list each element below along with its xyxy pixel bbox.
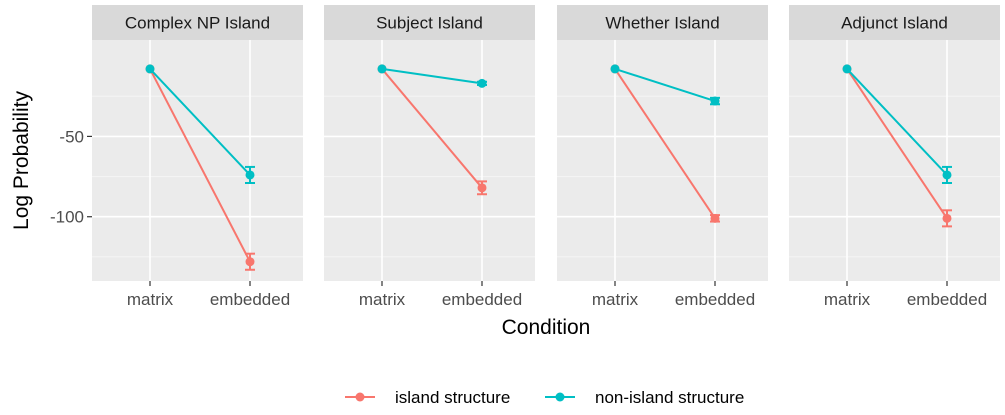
series-line: [614, 68, 716, 219]
x-tick-label: matrix: [359, 290, 406, 309]
x-tick-label: embedded: [442, 290, 522, 309]
x-tick-label: matrix: [824, 290, 871, 309]
data-point: [610, 64, 620, 74]
series-line: [846, 68, 948, 219]
legend-label: island structure: [395, 388, 510, 407]
panel-1: Complex NP Island matrix embedded: [92, 5, 303, 309]
panel-background: [557, 40, 768, 281]
x-tick-label: matrix: [592, 290, 639, 309]
series-line: [614, 67, 716, 103]
x-tick-label: embedded: [675, 290, 755, 309]
series-line: [381, 68, 483, 189]
panel-title: Complex NP Island: [125, 14, 270, 33]
legend-item: non-island structure: [545, 388, 744, 407]
data-point: [710, 96, 720, 106]
y-axis: -50 -100: [50, 127, 92, 227]
panel-4: Adjunct Island matrix embedded: [789, 5, 1000, 309]
panel-background: [789, 40, 1000, 281]
legend-key-point: [555, 392, 565, 402]
panel-2: Subject Island matrix embedded: [324, 5, 535, 309]
data-point: [942, 170, 952, 180]
panel-strip: [324, 5, 535, 40]
panel-strip: [789, 5, 1000, 40]
data-point: [477, 183, 487, 193]
legend: island structure non-island structure: [345, 388, 744, 407]
legend-label: non-island structure: [595, 388, 744, 407]
legend-key-point: [355, 392, 365, 402]
data-point: [942, 213, 952, 223]
data-point: [842, 64, 852, 74]
legend-item: island structure: [345, 388, 510, 407]
data-point: [245, 170, 255, 180]
data-point: [710, 213, 720, 223]
panel-title: Subject Island: [376, 14, 483, 33]
data-point: [145, 64, 155, 74]
data-point: [477, 78, 487, 88]
panel-strip: [92, 5, 303, 40]
panel-3: Whether Island matrix embedded: [557, 5, 768, 309]
series-line: [846, 68, 948, 176]
y-axis-title: Log Probability: [10, 91, 33, 230]
data-point: [245, 257, 255, 267]
x-tick-label: matrix: [127, 290, 174, 309]
panel-background: [324, 40, 535, 281]
series-line: [149, 68, 251, 176]
panel-strip: [557, 5, 768, 40]
series-line: [149, 68, 251, 263]
data-point: [377, 64, 387, 74]
x-tick-label: embedded: [907, 290, 987, 309]
panel-title: Adjunct Island: [841, 14, 948, 33]
x-axis-title: Condition: [502, 316, 591, 339]
x-tick-label: embedded: [210, 290, 290, 309]
y-tick-label: -100: [50, 208, 84, 227]
panel-title: Whether Island: [605, 14, 719, 33]
y-tick-label: -50: [59, 127, 84, 146]
series-line: [381, 67, 483, 85]
